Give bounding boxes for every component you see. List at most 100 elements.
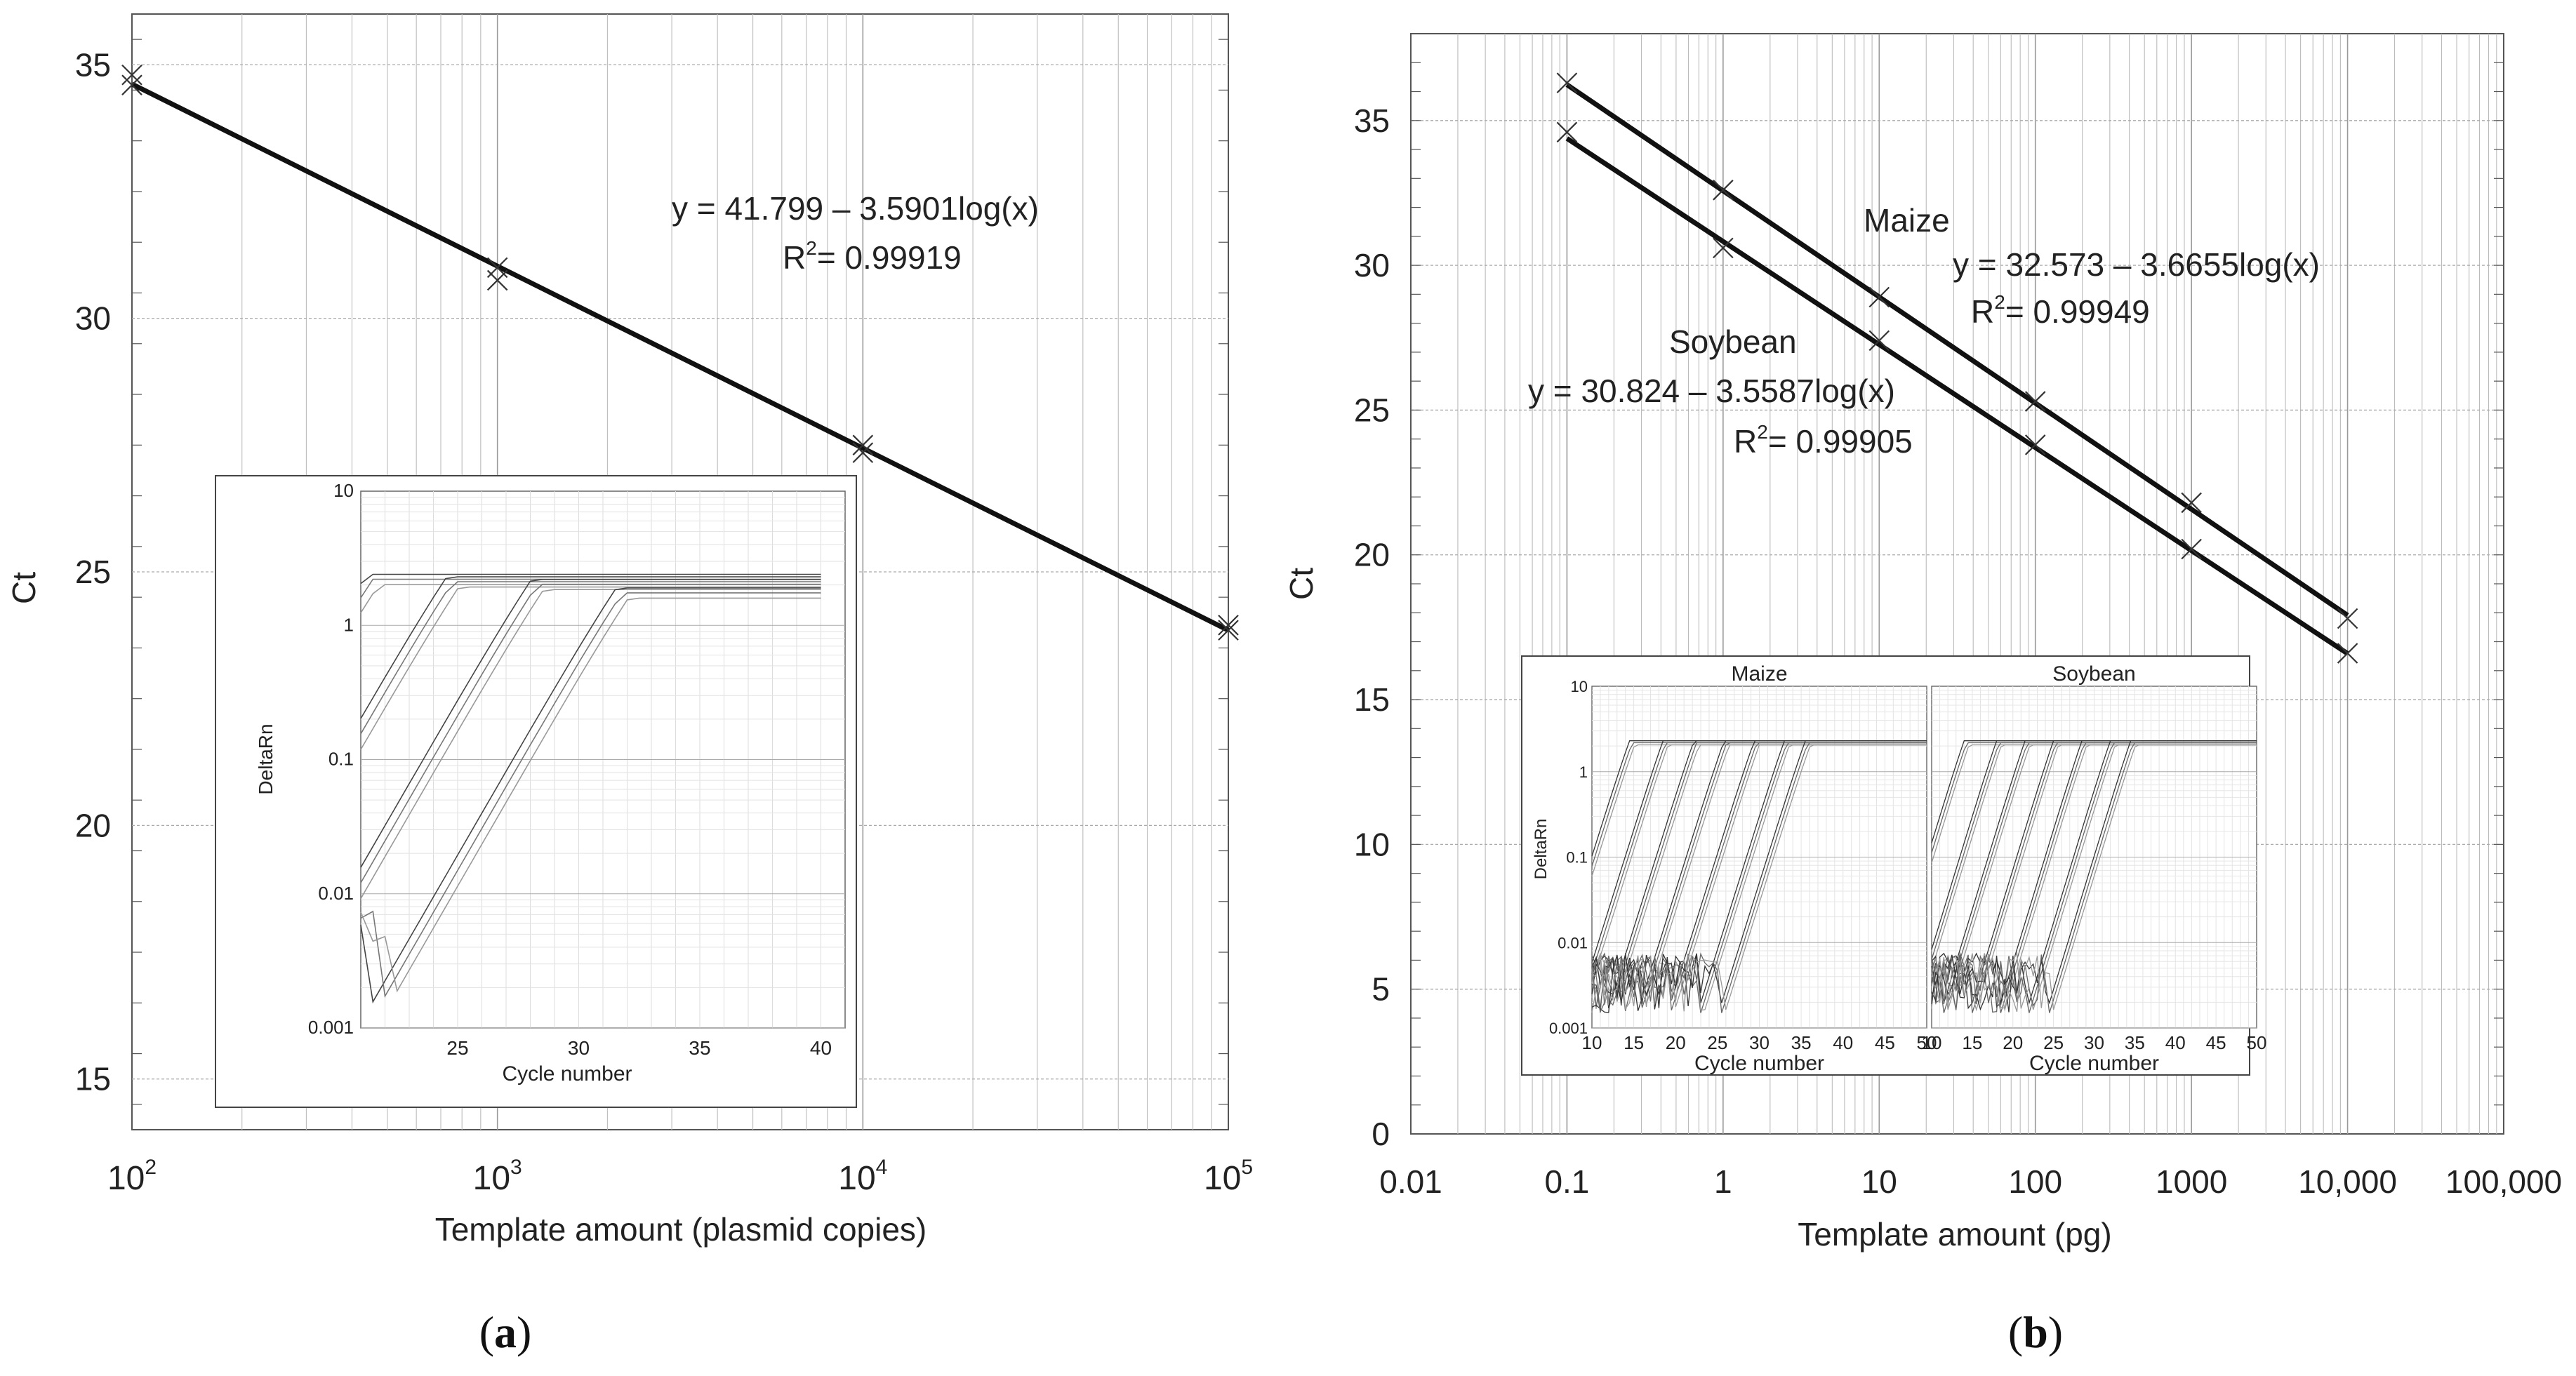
panel-b-inset-y-tick-label: 0.01 <box>1558 934 1588 951</box>
panel-a-y-ticks: 15 20 25 30 35 <box>75 46 111 1097</box>
panel-b-inset-x-tick-label: 35 <box>1791 1032 1812 1053</box>
panel-b-inset-x-tick-label: 15 <box>1962 1032 1982 1053</box>
panel-a-inset-y-ticks: 0.001 0.01 0.1 1 10 <box>308 480 354 1038</box>
panel-b-x-tick-label: 10,000 <box>2298 1163 2397 1200</box>
panel-b-x-tick-label: 10 <box>1861 1163 1897 1200</box>
panel-b-y-tick-label: 25 <box>1354 392 1390 428</box>
panel-b-data-point-maize <box>1868 286 1890 308</box>
panel-b-inset-x-tick-label: 45 <box>2206 1032 2226 1053</box>
panel-b-inset-title: Maize <box>1731 662 1787 686</box>
panel-b-inset-chart: Maize 10 15 20 25 30 35 40 45 50 Cycle number 0.001… <box>1521 655 2267 1076</box>
panel-a-x-tick-exponent: 4 <box>876 1156 888 1179</box>
panel-a-inset-x-ticks: 25 30 35 40 <box>446 1037 832 1059</box>
panel-b-y-tick-label: 20 <box>1354 537 1390 573</box>
panel-a-y-tick-label: 35 <box>75 46 111 83</box>
panel-a-inset-y-tick-label: 0.001 <box>308 1017 354 1038</box>
panel-b-inset-x-tick-label: 50 <box>2247 1032 2267 1053</box>
panel-a-y-tick-label: 30 <box>75 300 111 337</box>
panel-a-inset-amplification-curve <box>360 592 821 998</box>
panel-a-inset-amplification-curve <box>360 597 821 993</box>
panel-a-inset-y-label: DeltaRn <box>255 723 277 794</box>
panel-a-fit-lines <box>131 81 1230 633</box>
panel-b-inset-y-tick-label: 1 <box>1579 763 1588 781</box>
panel-b-soybean-equation: y = 30.824 – 3.5587log(x) <box>1528 373 1895 409</box>
panel-b-close-paren: ) <box>2048 1307 2063 1357</box>
panel-b-letter-text: b <box>2023 1307 2048 1357</box>
panel-b-data-point-maize <box>1556 72 1578 93</box>
panel-b-inset-x-tick-label: 45 <box>1875 1032 1895 1053</box>
panel-a-inset-curves <box>360 573 821 1004</box>
panel-b-maize-r2-superscript: 2 <box>1994 291 2005 313</box>
panel-b-inset-x-tick-label: 10 <box>1582 1032 1602 1053</box>
panel-b-data-point-soybean <box>2024 434 2046 455</box>
panel-a-x-tick-base: 10 <box>1204 1160 1241 1197</box>
panel-a-inset-gridlines <box>361 491 845 1029</box>
panel-b-inset-amplification-curve <box>1931 740 2257 1005</box>
panel-a-x-tick-label: 105 <box>1204 1156 1253 1197</box>
panel-b-x-tick-label: 0.01 <box>1379 1163 1442 1200</box>
panel-b-data-point-soybean <box>2337 643 2358 664</box>
panel-b-inset-amplification-curve <box>1931 742 2257 1013</box>
panel-b-inset-x-tick-label: 50 <box>1917 1032 1937 1053</box>
panel-b-maize-r2-annotation: R2= 0.99949 <box>1971 291 2150 330</box>
panel-b-y-axis-label: Ct <box>1283 568 1320 600</box>
panel-a-x-tick-base: 10 <box>107 1160 145 1197</box>
panel-a-data-points <box>121 64 1239 641</box>
panel-a-r2-letter: R <box>783 239 806 276</box>
panel-b-inset-subplots: Maize 10 15 20 25 30 35 40 45 50 Cycle number 0.001… <box>1549 662 2267 1075</box>
panel-a-x-tick-exponent: 2 <box>145 1156 157 1179</box>
panel-b-inset-x-tick-label: 40 <box>1833 1032 1853 1053</box>
panel-a-close-paren: ) <box>517 1307 531 1357</box>
panel-b-data-point-maize <box>1713 180 1734 201</box>
panel-a-inset-amplification-curve <box>360 589 821 900</box>
panel-b-inset-x-label: Cycle number <box>1694 1052 1824 1075</box>
panel-a-data-point <box>1218 615 1239 636</box>
panel-b-inset-amplification-curve <box>1931 744 2257 1013</box>
panel-b-data-point-soybean <box>1868 330 1890 352</box>
panel-b-data-point-soybean <box>2181 538 2202 560</box>
panel-b-inset-x-tick-label: 20 <box>1666 1032 1686 1053</box>
panel-a-fit-line <box>131 81 1230 633</box>
panel-b-fit-line-soybean <box>1565 136 2349 656</box>
panel-b-inset-x-tick-label: 20 <box>2003 1032 2023 1053</box>
panel-b-data-point-soybean <box>1713 237 1734 259</box>
panel-b-inset-x-tick-label: 10 <box>1922 1032 1942 1053</box>
panel-a-inset-amplification-curve <box>360 583 821 883</box>
panel-a-inset-y-tick-label: 0.1 <box>328 749 354 770</box>
panel-a-x-ticks: 102 103 104 105 <box>107 1156 1253 1197</box>
panel-a-inset-amplification-curve <box>360 576 821 719</box>
panel-b-letter: (b) <box>2008 1307 2063 1357</box>
panel-a-data-point <box>121 64 142 86</box>
panel-b-y-tick-label: 5 <box>1372 971 1390 1008</box>
panel-b-data-point-maize <box>2337 608 2358 629</box>
panel-b-soybean-r2-letter: R <box>1734 423 1757 460</box>
panel-a-inset-chart: 0.001 0.01 0.1 1 10 25 30 35 40 DeltaRn Cycle n… <box>215 475 857 1108</box>
panel-a-inset-amplification-curve <box>360 586 821 750</box>
panel-b-open-paren: ( <box>2008 1307 2023 1357</box>
panel-a-r2-value: = 0.99919 <box>817 239 962 276</box>
panel-a-x-tick-label: 104 <box>838 1156 887 1197</box>
panel-a-x-tick-label: 102 <box>107 1156 157 1197</box>
panel-b-x-tick-label: 100 <box>2008 1163 2062 1200</box>
panel-a-x-axis-label: Template amount (plasmid copies) <box>435 1211 927 1248</box>
panel-b-y-tick-label: 35 <box>1354 102 1390 139</box>
panel-b-inset-x-tick-label: 30 <box>2084 1032 2104 1053</box>
panel-b-x-tick-label: 1 <box>1714 1163 1732 1200</box>
panel-b-maize-equation: y = 32.573 – 3.6655log(x) <box>1953 246 2320 283</box>
panel-b-data-point-maize <box>2024 391 2046 412</box>
panel-b-inset-x-tick-label: 15 <box>1624 1032 1644 1053</box>
panel-b-inset-amplification-curve <box>1591 740 1927 1013</box>
panel-a-inset-amplification-curve <box>360 581 821 735</box>
panel-b-inset-y-label: DeltaRn <box>1532 819 1551 880</box>
panel-b-maize-r2-value: = 0.99949 <box>2005 293 2150 330</box>
panel-b-inset-x-tick-label: 25 <box>2043 1032 2064 1053</box>
panel-b-soybean-r2-annotation: R2= 0.99905 <box>1734 421 1913 460</box>
panel-b-inset-title: Soybean <box>2052 662 2135 686</box>
panel-a-y-tick-label: 25 <box>75 554 111 590</box>
panel-b-y-tick-label: 10 <box>1354 826 1390 862</box>
panel-a-x-tick-exponent: 3 <box>510 1156 522 1179</box>
panel-b-inset-x-tick-label: 35 <box>2125 1032 2145 1053</box>
